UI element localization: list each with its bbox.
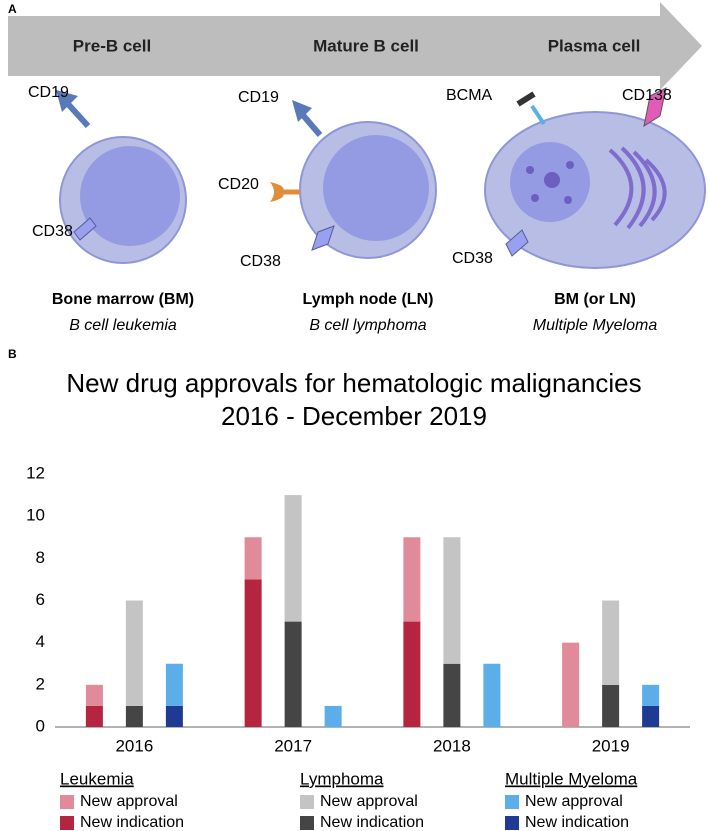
marker-label: CD38 <box>32 223 73 240</box>
location: BM (or LN) <box>554 291 636 308</box>
bar-segment <box>483 663 501 727</box>
y-tick-label: 0 <box>36 716 45 735</box>
chart-title: New drug approvals for hematologic malig… <box>66 368 641 398</box>
y-tick-label: 2 <box>36 674 45 693</box>
bar-segment <box>602 684 620 727</box>
marker-label: CD38 <box>452 250 493 267</box>
bar-segment <box>284 495 302 622</box>
legend-label: New approval <box>80 793 178 810</box>
legend-label: New approval <box>525 793 623 810</box>
plasma-cell <box>484 87 706 269</box>
panel-label: B <box>8 347 17 361</box>
marker-label: BCMA <box>446 87 493 104</box>
legend-swatch <box>505 795 519 809</box>
bar-segment <box>244 579 262 727</box>
bar-segment <box>403 537 421 622</box>
legend-swatch <box>505 816 519 830</box>
bar-segment <box>642 705 660 727</box>
bar-segment <box>443 663 461 727</box>
legend-group: Multiple Myeloma <box>505 769 638 788</box>
pre-b-cell <box>56 90 187 264</box>
x-tick-label: 2016 <box>115 736 153 755</box>
y-tick-label: 6 <box>36 590 45 609</box>
legend-swatch <box>60 816 74 830</box>
disease: Multiple Myeloma <box>533 317 658 334</box>
x-tick-label: 2018 <box>433 736 471 755</box>
y-tick-label: 8 <box>36 548 45 567</box>
bar-segment <box>244 537 262 580</box>
legend-swatch <box>300 816 314 830</box>
legend-label: New indication <box>320 814 424 831</box>
bar-segment <box>324 705 342 727</box>
marker-label: CD20 <box>218 176 259 193</box>
bar-segment <box>125 705 143 727</box>
disease: B cell lymphoma <box>309 317 426 334</box>
marker-label: CD138 <box>622 87 672 104</box>
chart-subtitle: 2016 - December 2019 <box>221 401 487 431</box>
maturation-arrow <box>8 2 702 90</box>
x-tick-label: 2019 <box>592 736 630 755</box>
disease: B cell leukemia <box>69 317 177 334</box>
bar-segment <box>642 684 660 706</box>
x-tick-label: 2017 <box>274 736 312 755</box>
bar-segment <box>562 642 580 727</box>
y-tick-label: 12 <box>26 463 45 482</box>
bar-segment <box>85 705 103 727</box>
location: Bone marrow (BM) <box>52 291 194 308</box>
marker-label: CD19 <box>238 89 279 106</box>
legend-group: Leukemia <box>60 769 134 788</box>
bar-segment <box>602 600 620 685</box>
legend-label: New indication <box>525 814 629 831</box>
stage-label: Plasma cell <box>548 36 641 55</box>
marker-label: CD19 <box>28 84 69 101</box>
bar-segment <box>85 684 103 706</box>
stage-label: Pre-B cell <box>73 36 151 55</box>
bar-segment <box>165 663 183 706</box>
legend-group: Lymphoma <box>300 769 384 788</box>
marker-label: CD38 <box>240 253 281 270</box>
bar-segment <box>403 621 421 727</box>
bar-segment <box>125 600 143 706</box>
mature-b-cell <box>270 100 437 259</box>
legend-label: New indication <box>80 814 184 831</box>
y-tick-label: 10 <box>26 506 45 525</box>
bar-segment <box>284 621 302 727</box>
legend-swatch <box>60 795 74 809</box>
location: Lymph node (LN) <box>303 291 434 308</box>
bar-segment <box>443 537 461 664</box>
stage-label: Mature B cell <box>313 36 419 55</box>
legend-label: New approval <box>320 793 418 810</box>
y-tick-label: 4 <box>36 632 45 651</box>
panel-label: A <box>8 2 17 16</box>
bar-segment <box>165 705 183 727</box>
legend-swatch <box>300 795 314 809</box>
